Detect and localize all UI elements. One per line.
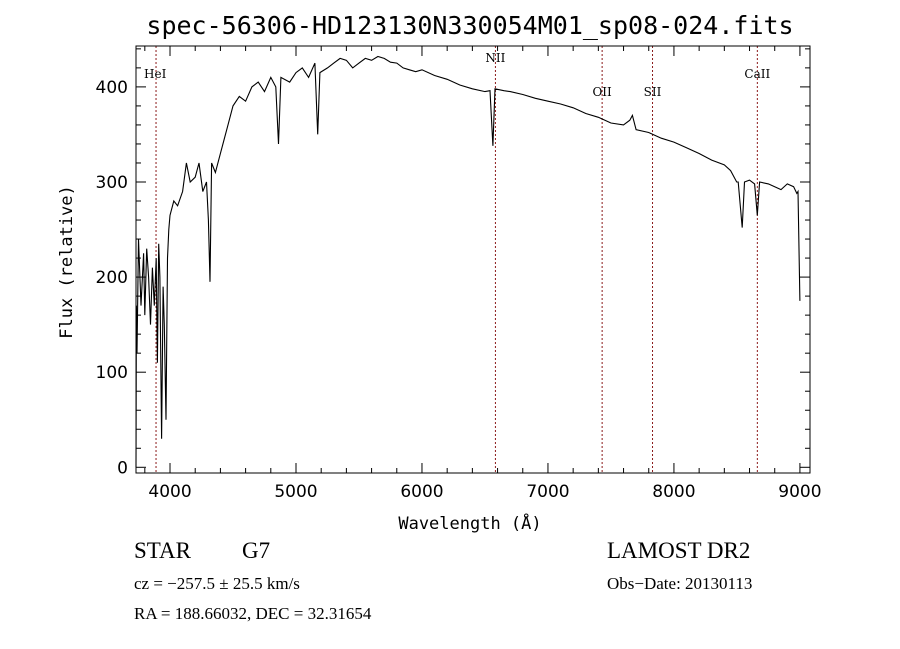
y-tick-label: 0 [117, 458, 128, 478]
line-marker-label: CaII [744, 67, 770, 81]
line-marker-label: OII [592, 85, 612, 99]
obs-date: Obs−Date: 20130113 [607, 574, 753, 593]
y-tick-label: 400 [96, 78, 128, 98]
x-tick-label: 4000 [148, 482, 191, 502]
plot-frame [135, 45, 811, 474]
chart-title: spec-56306-HD123130N330054M01_sp08-024.f… [146, 11, 793, 40]
y-tick-label: 100 [96, 363, 128, 383]
x-tick-label: 9000 [778, 482, 821, 502]
survey-label: LAMOST DR2 [607, 538, 751, 563]
spectrum-line [135, 55, 801, 468]
y-axis-label: Flux (relative) [57, 185, 77, 339]
x-tick-label: 8000 [652, 482, 695, 502]
line-marker-label: NII [485, 51, 505, 65]
x-tick-label: 5000 [274, 482, 317, 502]
y-tick-label: 200 [96, 268, 128, 288]
coordinates: RA = 188.66032, DEC = 32.31654 [134, 604, 372, 623]
line-marker-label: SII [644, 85, 662, 99]
line-marker-label: HeI [144, 67, 167, 81]
object-type: STAR [134, 538, 191, 563]
x-tick-label: 7000 [526, 482, 569, 502]
redshift-text: cz = −257.5 ± 25.5 km/s [134, 574, 300, 593]
x-axis-label: Wavelength (Å) [398, 512, 541, 534]
subclass: G7 [242, 538, 271, 563]
x-tick-label: 6000 [400, 482, 443, 502]
y-tick-label: 300 [96, 173, 128, 193]
